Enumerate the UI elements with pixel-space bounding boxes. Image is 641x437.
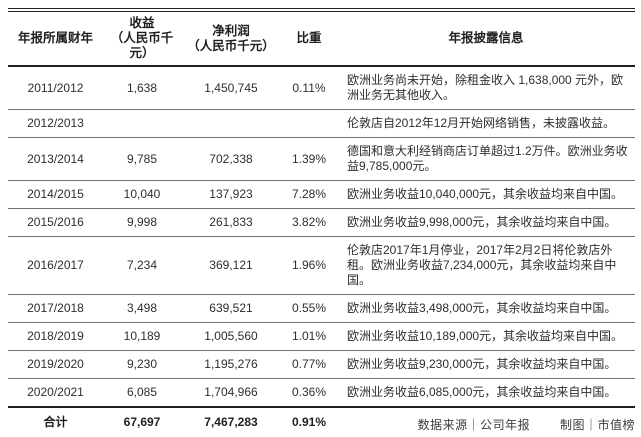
revenue-cell: 6,085 <box>103 378 181 408</box>
header-label: 比重 <box>296 31 322 45</box>
footer-credits: 数据来源｜公司年报 制图｜市值榜 <box>418 416 635 433</box>
header-label: 净利润 <box>212 23 250 38</box>
fiscal-year-cell: 2019/2020 <box>8 350 103 379</box>
disclosure-cell: 欧洲业务收益3,498,000元，其余收益均来自中国。 <box>337 294 635 323</box>
total-net-profit-cell: 7,467,283 <box>181 406 281 437</box>
header-row: 年报所属财年 收益 （人民币千元） 净利润 （人民币千元） 比重 年报披露信息 <box>8 10 635 67</box>
total-disclosure-cell <box>337 406 635 437</box>
ratio-cell: 1.01% <box>281 322 337 351</box>
table-row: 2020/2021 6,085 1,704,966 0.36% 欧洲业务收益6,… <box>8 378 635 408</box>
total-revenue-cell: 67,697 <box>103 406 181 437</box>
table-body: 2011/2012 1,638 1,450,745 0.11% 欧洲业务尚未开始… <box>8 66 635 437</box>
ratio-cell: 1.39% <box>281 137 337 181</box>
net-profit-cell: 1,005,560 <box>181 322 281 351</box>
financial-table-page: 年报所属财年 收益 （人民币千元） 净利润 （人民币千元） 比重 年报披露信息 <box>0 8 641 437</box>
disclosure-cell: 德国和意大利经销商店订单超过1.2万件。欧洲业务收益9,785,000元。 <box>337 137 635 181</box>
net-profit-cell: 369,121 <box>181 236 281 295</box>
revenue-cell: 9,785 <box>103 137 181 181</box>
fiscal-year-cell: 2015/2016 <box>8 208 103 237</box>
total-row: 合计 67,697 7,467,283 0.91% <box>8 406 635 437</box>
header-sublabel: （人民币千元） <box>110 31 174 60</box>
revenue-cell: 10,189 <box>103 322 181 351</box>
fiscal-year-cell: 2013/2014 <box>8 137 103 181</box>
column-header-net-profit: 净利润 （人民币千元） <box>181 10 281 67</box>
net-profit-cell: 1,450,745 <box>181 66 281 110</box>
table-row: 2011/2012 1,638 1,450,745 0.11% 欧洲业务尚未开始… <box>8 66 635 110</box>
revenue-cell: 10,040 <box>103 180 181 209</box>
fiscal-year-cell: 2012/2013 <box>8 109 103 138</box>
ratio-cell: 0.77% <box>281 350 337 379</box>
fiscal-year-cell: 2017/2018 <box>8 294 103 323</box>
net-profit-cell: 1,704,966 <box>181 378 281 408</box>
header-label: 年报所属财年 <box>17 31 93 45</box>
ratio-cell: 0.55% <box>281 294 337 323</box>
ratio-cell: 0.11% <box>281 66 337 110</box>
total-ratio-cell: 0.91% <box>281 406 337 437</box>
revenue-cell: 3,498 <box>103 294 181 323</box>
revenue-cell: 9,998 <box>103 208 181 237</box>
disclosure-cell: 伦敦店自2012年12月开始网络销售，未披露收益。 <box>337 109 635 138</box>
chart-credit-label: 制图｜市值榜 <box>559 418 635 432</box>
disclosure-cell: 欧洲业务收益9,998,000元，其余收益均来自中国。 <box>337 208 635 237</box>
fiscal-year-cell: 2020/2021 <box>8 378 103 408</box>
net-profit-cell <box>181 109 281 138</box>
disclosure-cell: 欧洲业务收益9,230,000元，其余收益均来自中国。 <box>337 350 635 379</box>
disclosure-cell: 欧洲业务收益10,040,000元，其余收益均来自中国。 <box>337 180 635 209</box>
column-header-revenue: 收益 （人民币千元） <box>103 10 181 67</box>
header-sublabel: （人民币千元） <box>187 38 275 53</box>
ratio-cell: 7.28% <box>281 180 337 209</box>
ratio-cell: 0.36% <box>281 378 337 408</box>
revenue-cell <box>103 109 181 138</box>
ratio-cell: 3.82% <box>281 208 337 237</box>
table-row: 2015/2016 9,998 261,833 3.82% 欧洲业务收益9,99… <box>8 208 635 237</box>
revenue-cell: 1,638 <box>103 66 181 110</box>
header-label: 年报披露信息 <box>448 31 524 45</box>
fiscal-year-cell: 2014/2015 <box>8 180 103 209</box>
fiscal-year-cell: 2011/2012 <box>8 66 103 110</box>
net-profit-cell: 702,338 <box>181 137 281 181</box>
net-profit-cell: 137,923 <box>181 180 281 209</box>
header-label: 收益 <box>129 16 155 30</box>
table-row: 2014/2015 10,040 137,923 7.28% 欧洲业务收益10,… <box>8 180 635 209</box>
fiscal-year-cell: 2016/2017 <box>8 236 103 295</box>
column-header-ratio: 比重 <box>281 10 337 67</box>
table-header: 年报所属财年 收益 （人民币千元） 净利润 （人民币千元） 比重 年报披露信息 <box>8 10 635 67</box>
table-row: 2019/2020 9,230 1,195,276 0.77% 欧洲业务收益9,… <box>8 350 635 379</box>
disclosure-cell: 欧洲业务尚未开始，除租金收入 1,638,000 元外，欧洲业务无其他收入。 <box>337 66 635 110</box>
table-row: 2018/2019 10,189 1,005,560 1.01% 欧洲业务收益1… <box>8 322 635 351</box>
ratio-cell: 1.96% <box>281 236 337 295</box>
table-row: 2017/2018 3,498 639,521 0.55% 欧洲业务收益3,49… <box>8 294 635 323</box>
total-label-cell: 合计 <box>8 406 103 437</box>
table-row: 2013/2014 9,785 702,338 1.39% 德国和意大利经销商店… <box>8 137 635 181</box>
annual-report-table: 年报所属财年 收益 （人民币千元） 净利润 （人民币千元） 比重 年报披露信息 <box>8 8 635 437</box>
column-header-disclosure: 年报披露信息 <box>337 10 635 67</box>
revenue-cell: 9,230 <box>103 350 181 379</box>
data-source-label: 数据来源｜公司年报 <box>417 418 531 432</box>
disclosure-cell: 伦敦店2017年1月停业，2017年2月2日将伦敦店外租。欧洲业务收益7,234… <box>337 236 635 295</box>
net-profit-cell: 639,521 <box>181 294 281 323</box>
column-header-fiscal-year: 年报所属财年 <box>8 10 103 67</box>
disclosure-cell: 欧洲业务收益10,189,000元，其余收益均来自中国。 <box>337 322 635 351</box>
disclosure-cell: 欧洲业务收益6,085,000元，其余收益均来自中国。 <box>337 378 635 408</box>
net-profit-cell: 1,195,276 <box>181 350 281 379</box>
table-row: 2012/2013 伦敦店自2012年12月开始网络销售，未披露收益。 <box>8 109 635 138</box>
fiscal-year-cell: 2018/2019 <box>8 322 103 351</box>
net-profit-cell: 261,833 <box>181 208 281 237</box>
table-row: 2016/2017 7,234 369,121 1.96% 伦敦店2017年1月… <box>8 236 635 295</box>
ratio-cell <box>281 109 337 138</box>
revenue-cell: 7,234 <box>103 236 181 295</box>
